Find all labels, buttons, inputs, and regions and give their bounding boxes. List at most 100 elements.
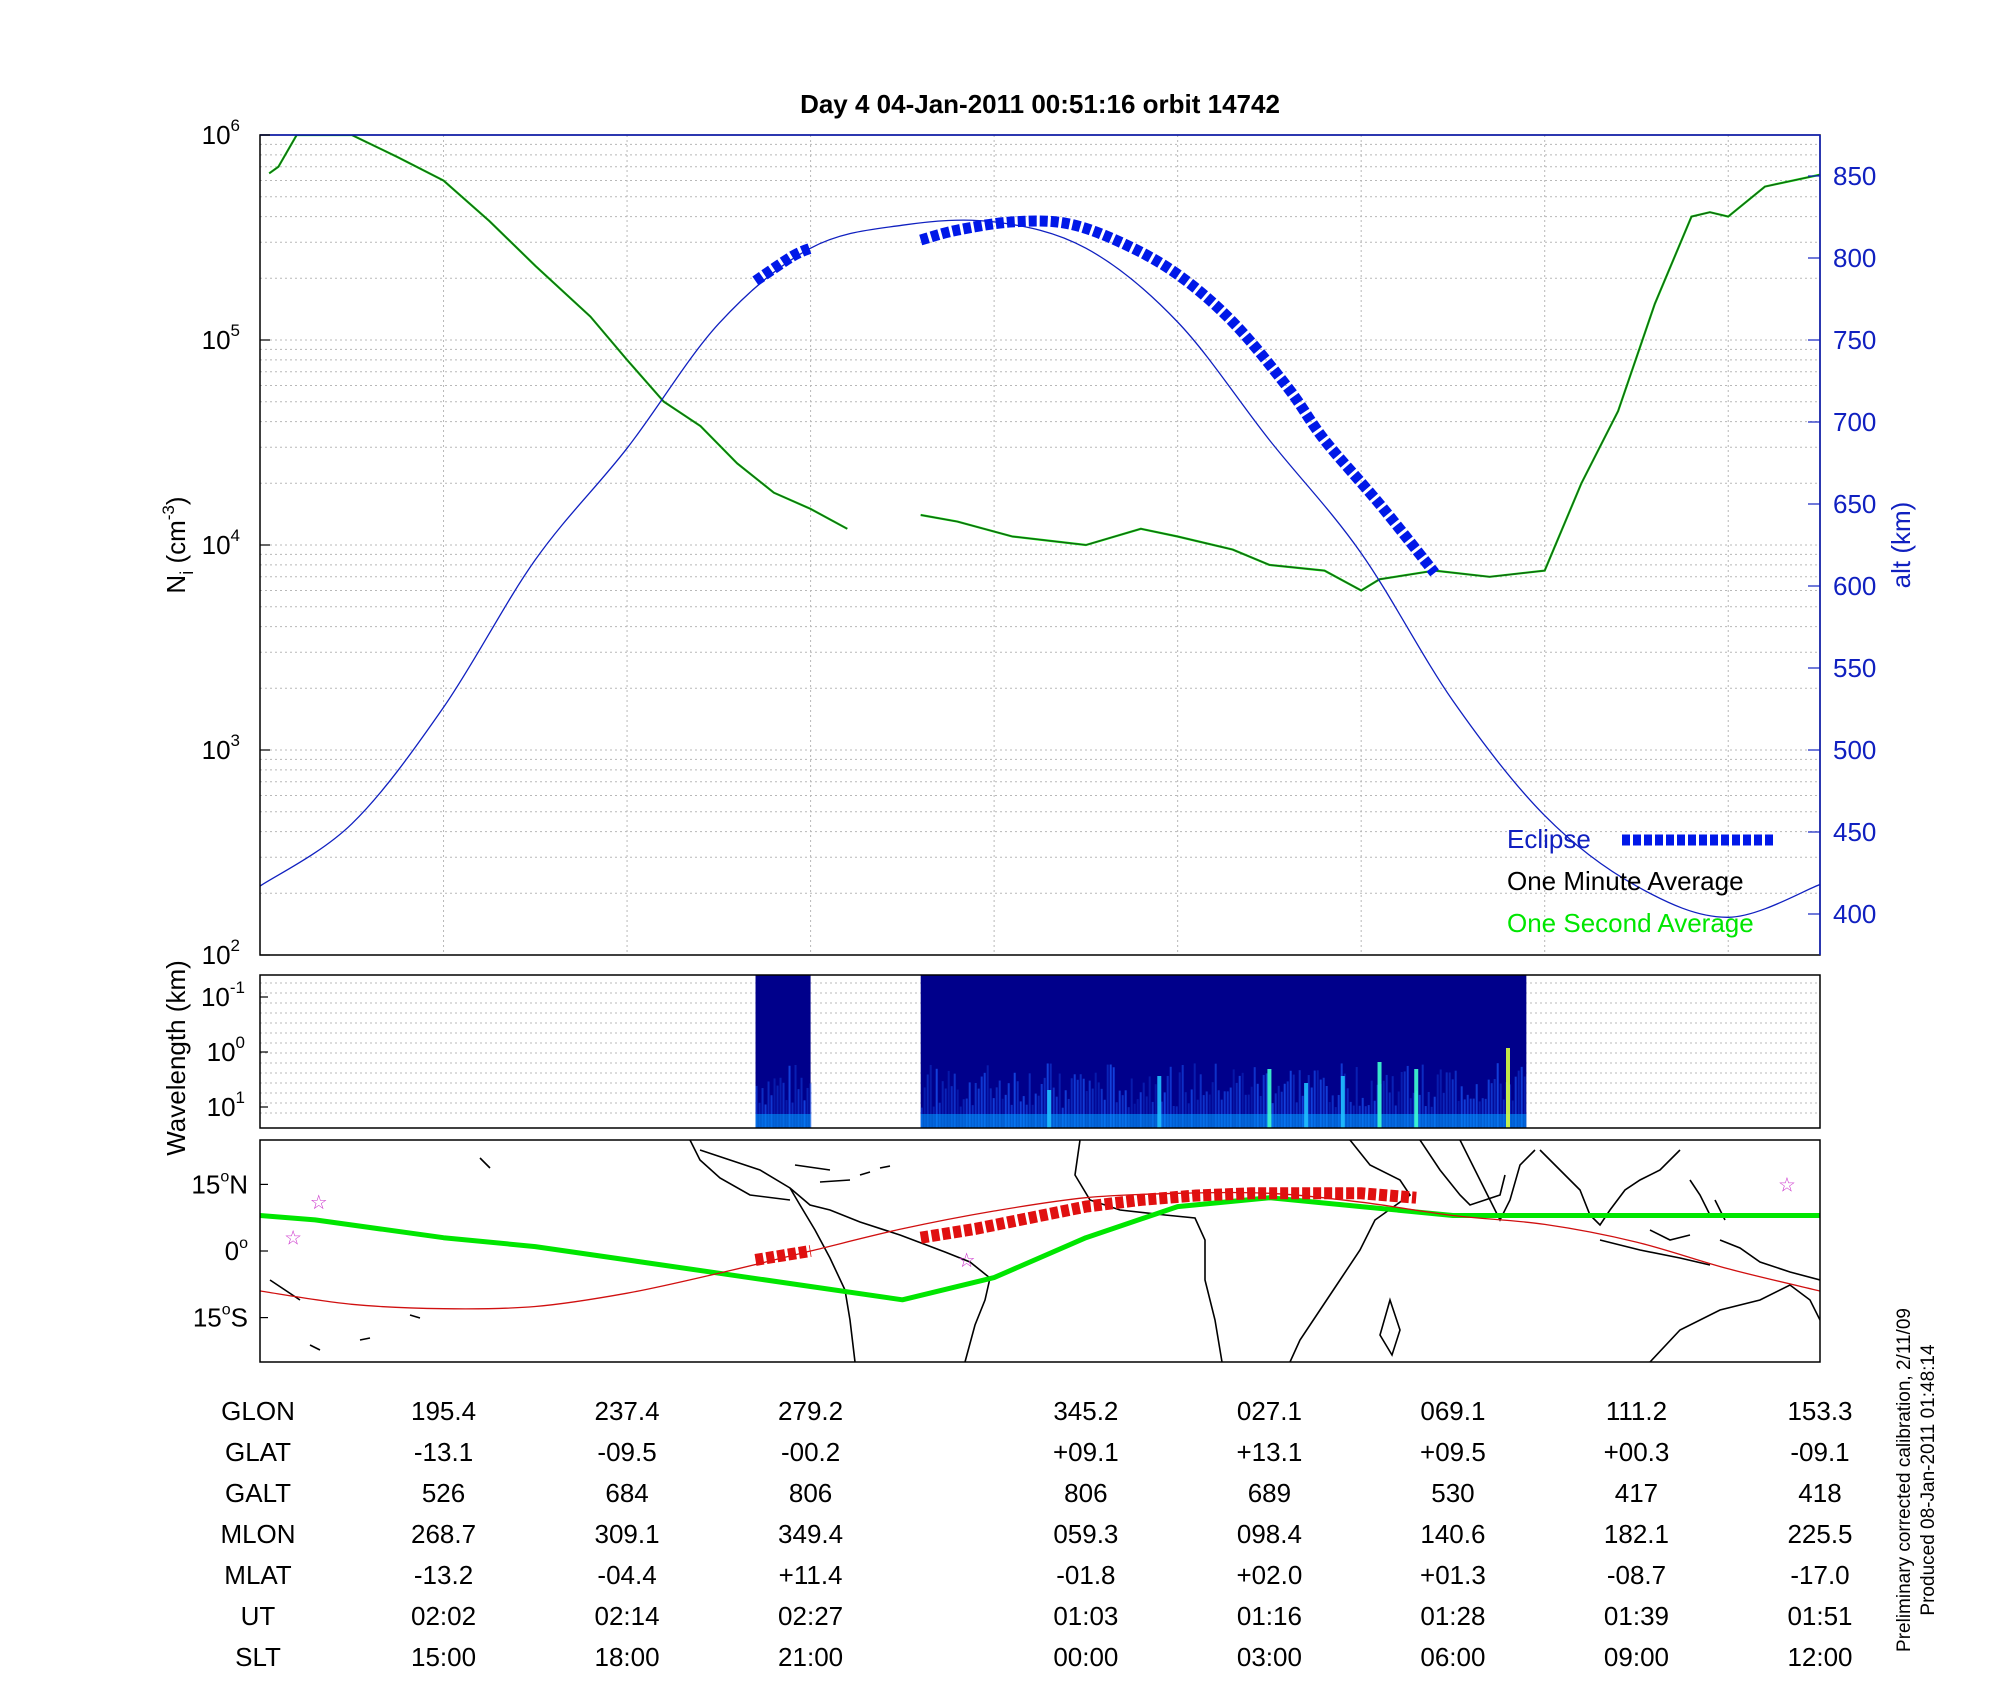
spectrogram-column <box>1472 1098 1475 1128</box>
spectrogram-column <box>1421 1064 1424 1128</box>
table-cell: -00.2 <box>781 1437 840 1467</box>
spectrogram-column <box>1178 1072 1181 1128</box>
spectrogram-column <box>1448 1072 1451 1128</box>
spectrogram-column <box>1493 1078 1496 1128</box>
coastline-map <box>269 1140 1820 1362</box>
spectrogram-column <box>1397 1091 1400 1128</box>
table-row-label: MLAT <box>224 1560 292 1590</box>
spectrogram-column <box>1199 1074 1202 1128</box>
coastline-south-america-west <box>789 1187 856 1362</box>
spectrogram-column <box>1112 1067 1115 1128</box>
spectrogram-column <box>923 1087 926 1128</box>
spectrogram-column <box>794 1064 797 1128</box>
table-cell: 01:51 <box>1787 1601 1852 1631</box>
spectrogram-column <box>950 1086 953 1128</box>
legend-eclipse-label: Eclipse <box>1507 824 1591 854</box>
spectrogram-column <box>1229 1087 1232 1128</box>
table-cell: 225.5 <box>1787 1519 1852 1549</box>
spectrogram-column <box>1247 1094 1250 1128</box>
spectrogram-column <box>773 1078 776 1128</box>
spectrogram-column <box>998 1080 1001 1128</box>
spectrogram-column <box>968 1082 971 1128</box>
spectrogram-column <box>1310 1087 1313 1128</box>
spectrogram-column <box>1436 1074 1439 1128</box>
spectrogram-column <box>1232 1069 1235 1128</box>
spectrogram-bright-feature <box>1304 1083 1309 1128</box>
table-cell: 027.1 <box>1237 1396 1302 1426</box>
spectrogram-column <box>1181 1065 1184 1128</box>
spectrogram-column <box>983 1072 986 1128</box>
spectrogram-column <box>1283 1083 1286 1128</box>
map-star-marker: ☆ <box>310 1192 328 1214</box>
spectrogram-column <box>1322 1077 1325 1128</box>
spectrogram-column <box>1481 1098 1484 1128</box>
spectrogram-y-tick-label: 100 <box>207 1033 245 1067</box>
spectrogram-column <box>1259 1096 1262 1128</box>
altitude-y-tick-label: 500 <box>1833 735 1876 765</box>
density-series <box>260 135 1820 918</box>
map-plot-area <box>260 1140 1820 1362</box>
spectrogram-column <box>1184 1092 1187 1128</box>
spectrogram-column <box>800 1077 803 1128</box>
table-cell: 18:00 <box>595 1642 660 1672</box>
spectrogram-column <box>1274 1093 1277 1128</box>
spectrogram-column <box>1355 1067 1358 1128</box>
altitude-y-tick-label: 600 <box>1833 571 1876 601</box>
table-cell: -04.4 <box>597 1560 656 1590</box>
altitude-y-label: alt (km) <box>1886 502 1916 589</box>
spectrogram-column <box>1433 1096 1436 1128</box>
table-cell: 111.2 <box>1606 1396 1667 1426</box>
spectrogram-column <box>1454 1070 1457 1128</box>
spectrogram-column <box>1091 1088 1094 1128</box>
table-cell: 098.4 <box>1237 1519 1302 1549</box>
spectrogram-column <box>947 1070 950 1128</box>
spectrogram-column <box>1325 1085 1328 1128</box>
map-panel: ☆ ☆ ☆ ☆ 15oN 0o 15oS <box>191 1139 1821 1363</box>
coastline-caribbean-islands <box>794 1164 891 1183</box>
spectrogram-column <box>1385 1074 1388 1128</box>
map-tracks: ☆ ☆ ☆ ☆ <box>260 1174 1820 1310</box>
table-cell: 069.1 <box>1420 1396 1485 1426</box>
spectrogram-column <box>1250 1086 1253 1128</box>
table-cell: 417 <box>1615 1478 1658 1508</box>
spectrogram-data <box>755 975 1527 1128</box>
altitude-y-tick-label: 750 <box>1833 325 1876 355</box>
spectrogram-column <box>1214 1063 1217 1128</box>
table-cell: 02:02 <box>411 1601 476 1631</box>
table-row-label: GLAT <box>225 1437 291 1467</box>
spectrogram-column <box>1502 1099 1505 1128</box>
table-cell: -13.2 <box>414 1560 473 1590</box>
table-cell: +01.3 <box>1420 1560 1486 1590</box>
map-red-eclipse <box>919 1187 1417 1244</box>
spectrogram-column <box>944 1088 947 1128</box>
table-cell: 526 <box>422 1478 465 1508</box>
density-panel: 102 103 104 105 106 400 450 500 550 600 650 700 750… <box>159 116 1916 970</box>
coastline-central-america <box>689 1140 791 1201</box>
spectrogram-column <box>1223 1091 1226 1128</box>
spectrogram-column <box>1463 1099 1466 1128</box>
spectrogram-column <box>1241 1072 1244 1128</box>
spectrogram-column <box>956 1089 959 1128</box>
spectrogram-column <box>1391 1076 1394 1128</box>
spectrogram-column <box>1523 1076 1526 1128</box>
spectrogram-column <box>767 1081 770 1128</box>
spectrogram-column <box>1496 1063 1499 1128</box>
spectrogram-column <box>977 1088 980 1128</box>
map-star-marker: ☆ <box>1778 1174 1796 1196</box>
spectrogram-column <box>1190 1089 1193 1128</box>
spectrogram-column <box>1058 1073 1061 1128</box>
table-cell: 309.1 <box>595 1519 660 1549</box>
spectrogram-column <box>1445 1072 1448 1128</box>
spectrogram-column <box>1007 1083 1010 1128</box>
spectrogram-column <box>1484 1098 1487 1128</box>
spectrogram-column <box>1124 1090 1127 1128</box>
spectrogram-column <box>1289 1070 1292 1128</box>
coastline-africa <box>1074 1140 1223 1362</box>
table-cell: +09.1 <box>1053 1437 1119 1467</box>
spectrogram-column <box>1226 1091 1229 1128</box>
density-y-tick-label: 102 <box>202 936 240 970</box>
spectrogram-bright-feature <box>1157 1076 1162 1128</box>
coastline-south-america <box>699 1149 991 1362</box>
spectrogram-column <box>1130 1078 1133 1128</box>
